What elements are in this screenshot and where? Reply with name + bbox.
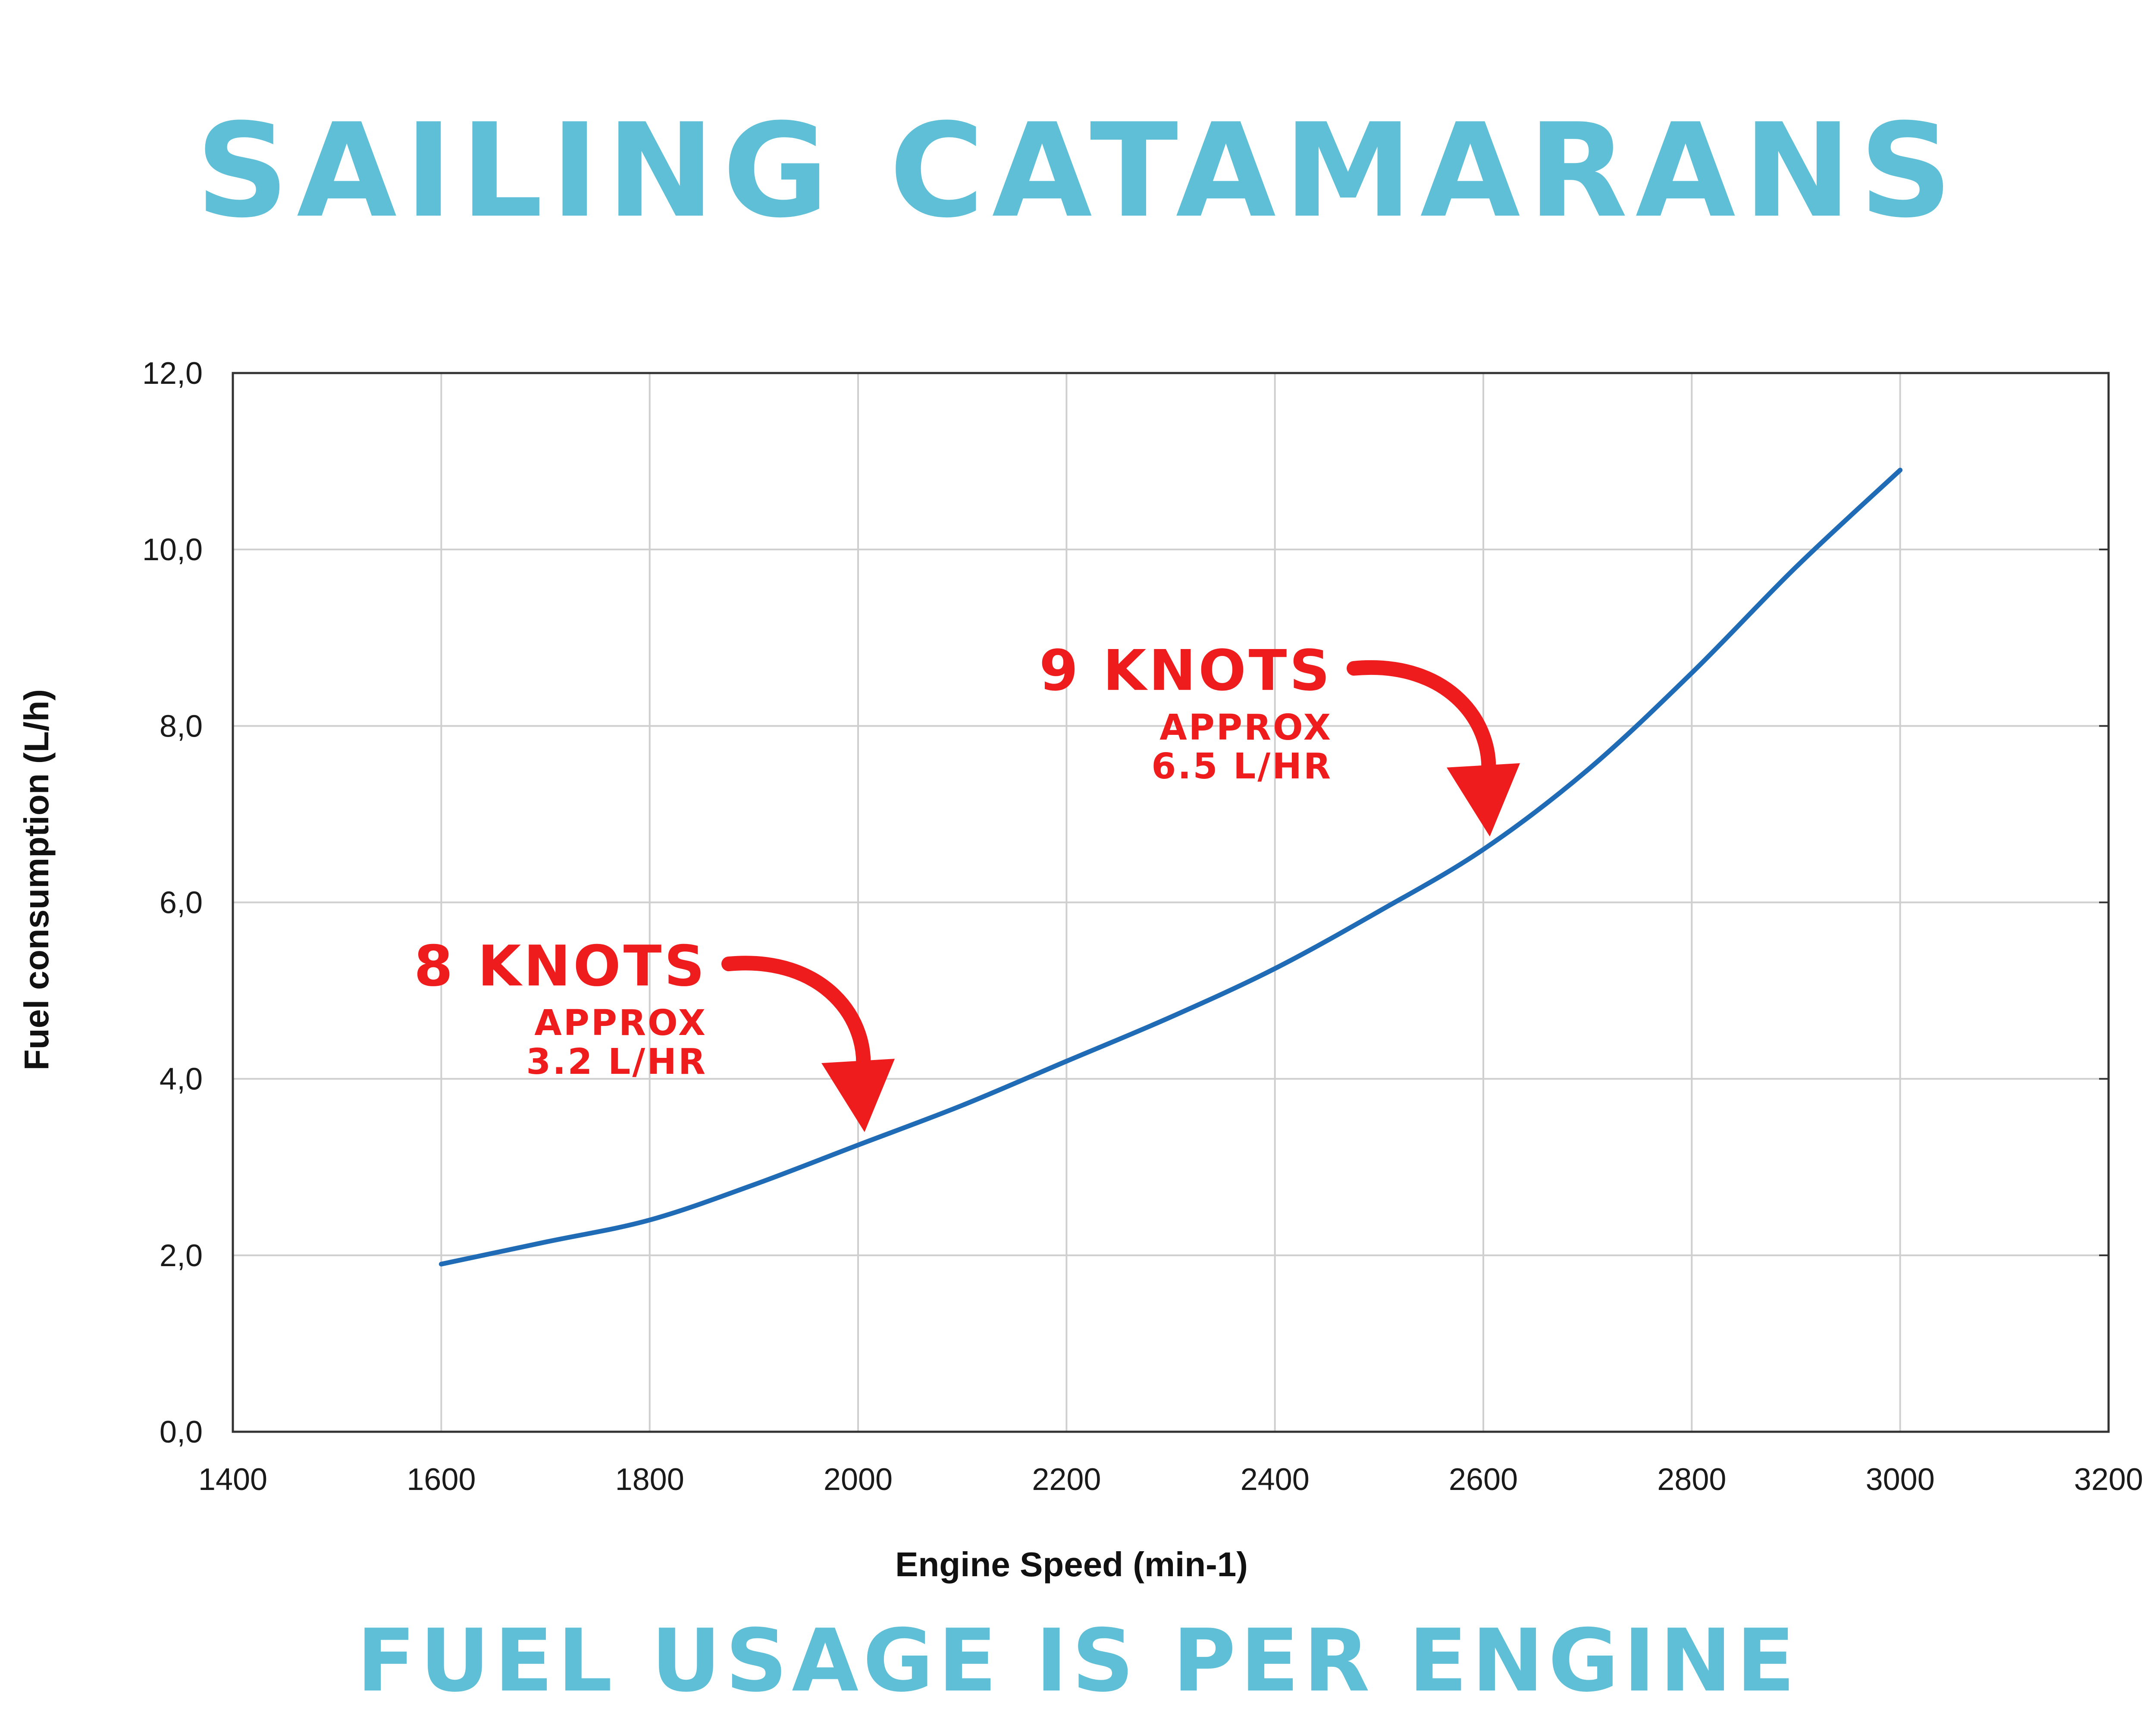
x-axis-title: Engine Speed (min-1) [895,1545,1248,1584]
x-tick-label: 3000 [1866,1462,1935,1497]
y-tick-label: 10,0 [142,533,203,567]
series-line [439,467,1903,1267]
x-tick-label: 2400 [1241,1462,1310,1497]
grid [233,373,2109,1432]
arrow-shaft [1347,660,1496,788]
x-tick-label: 1600 [407,1462,476,1497]
arrow-head [821,1059,895,1132]
x-tick-label: 1800 [615,1462,684,1497]
arrow-shaft [721,956,871,1084]
arrow-head [1447,763,1520,837]
annotation-headline: 9 KNOTS [1039,638,1332,703]
tick-labels: 1400 1600 1800 2000 2200 2400 2600 2800 3000 3200… [142,356,2143,1497]
y-tick-label: 8,0 [160,709,203,743]
x-tick-label: 2000 [824,1462,893,1497]
y-tick-label: 2,0 [160,1239,203,1273]
footer-note: FUEL USAGE IS PER ENGINE [357,1611,1799,1711]
y-tick-label: 6,0 [160,886,203,920]
x-tick-label: 2800 [1657,1462,1726,1497]
axes [232,372,2110,1433]
plot-frame [232,372,2110,1433]
x-tick-label: 2600 [1449,1462,1518,1497]
x-tick-label: 2200 [1032,1462,1101,1497]
series [439,467,1903,1267]
y-axis-title: Fuel consumption (L/h) [17,689,56,1070]
annotation-value: 6.5 L/HR [1151,746,1332,787]
y-tick-label: 0,0 [160,1415,203,1449]
annotation-approx: APPROX [534,1003,707,1044]
page-title: SAILING CATAMARANS [196,96,1960,246]
annotation-value: 3.2 L/HR [526,1041,707,1082]
x-tick-label: 1400 [198,1462,267,1497]
y-tick-label: 4,0 [160,1062,203,1097]
y-tick-label: 12,0 [142,356,203,391]
annotation-approx: APPROX [1159,707,1332,748]
annotation-headline: 8 KNOTS [414,933,707,999]
x-tick-label: 3200 [2074,1462,2143,1497]
